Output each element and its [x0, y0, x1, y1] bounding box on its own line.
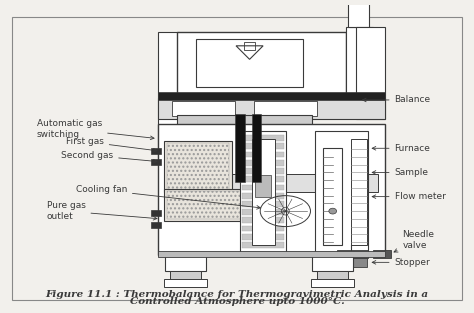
Bar: [242, 168, 284, 174]
Bar: [151, 222, 161, 228]
Bar: [255, 175, 271, 197]
Bar: [196, 39, 303, 87]
Bar: [170, 271, 201, 281]
Text: Furnace: Furnace: [372, 144, 430, 153]
Bar: [151, 210, 161, 216]
Bar: [242, 135, 284, 141]
Text: Cooling fan: Cooling fan: [75, 185, 260, 209]
Bar: [177, 32, 346, 95]
Bar: [164, 141, 232, 192]
Bar: [242, 242, 284, 248]
Bar: [158, 98, 385, 119]
Bar: [177, 115, 312, 129]
Bar: [151, 148, 161, 154]
Bar: [242, 218, 284, 223]
Bar: [242, 234, 284, 240]
Bar: [240, 131, 286, 252]
Bar: [151, 159, 161, 165]
Bar: [242, 160, 284, 166]
Bar: [164, 279, 207, 286]
Bar: [242, 152, 284, 157]
Bar: [242, 209, 284, 215]
Bar: [252, 139, 275, 245]
Bar: [235, 115, 245, 182]
Bar: [242, 193, 284, 198]
Text: Balance: Balance: [363, 95, 431, 105]
Bar: [242, 185, 284, 190]
Bar: [252, 115, 261, 182]
Bar: [158, 92, 385, 100]
Bar: [311, 279, 354, 286]
Bar: [315, 131, 368, 252]
Bar: [165, 254, 206, 271]
Bar: [244, 42, 255, 50]
Bar: [158, 124, 385, 254]
Text: Pure gas
outlet: Pure gas outlet: [46, 202, 157, 221]
Bar: [317, 271, 348, 281]
Text: Needle
valve: Needle valve: [394, 230, 434, 252]
Text: Stopper: Stopper: [372, 258, 430, 267]
Text: Controlled Atmosphere upto 1000°C.: Controlled Atmosphere upto 1000°C.: [129, 297, 345, 306]
Bar: [348, 3, 369, 28]
Bar: [164, 189, 266, 221]
Bar: [158, 251, 385, 257]
Bar: [312, 254, 353, 271]
Bar: [158, 32, 179, 158]
Bar: [242, 226, 284, 231]
Bar: [323, 148, 342, 245]
Bar: [351, 139, 366, 245]
Bar: [356, 28, 385, 119]
Bar: [164, 174, 378, 192]
Ellipse shape: [329, 208, 337, 214]
Bar: [167, 191, 263, 219]
Bar: [172, 101, 235, 116]
Text: Sample: Sample: [372, 168, 428, 177]
Bar: [374, 250, 391, 258]
Text: Figure 11.1 : Thermobalance for Thermogravimetric Analysis in a: Figure 11.1 : Thermobalance for Thermogr…: [46, 290, 428, 299]
Bar: [167, 143, 229, 190]
Text: Second gas: Second gas: [61, 151, 157, 163]
Bar: [346, 28, 374, 95]
Text: Flow meter: Flow meter: [372, 192, 446, 201]
Bar: [242, 176, 284, 182]
Bar: [337, 250, 367, 258]
Text: First gas: First gas: [66, 137, 157, 152]
Text: Automatic gas
switching: Automatic gas switching: [37, 119, 154, 140]
Bar: [255, 101, 317, 116]
Bar: [242, 143, 284, 149]
Bar: [323, 258, 366, 267]
Bar: [242, 201, 284, 207]
